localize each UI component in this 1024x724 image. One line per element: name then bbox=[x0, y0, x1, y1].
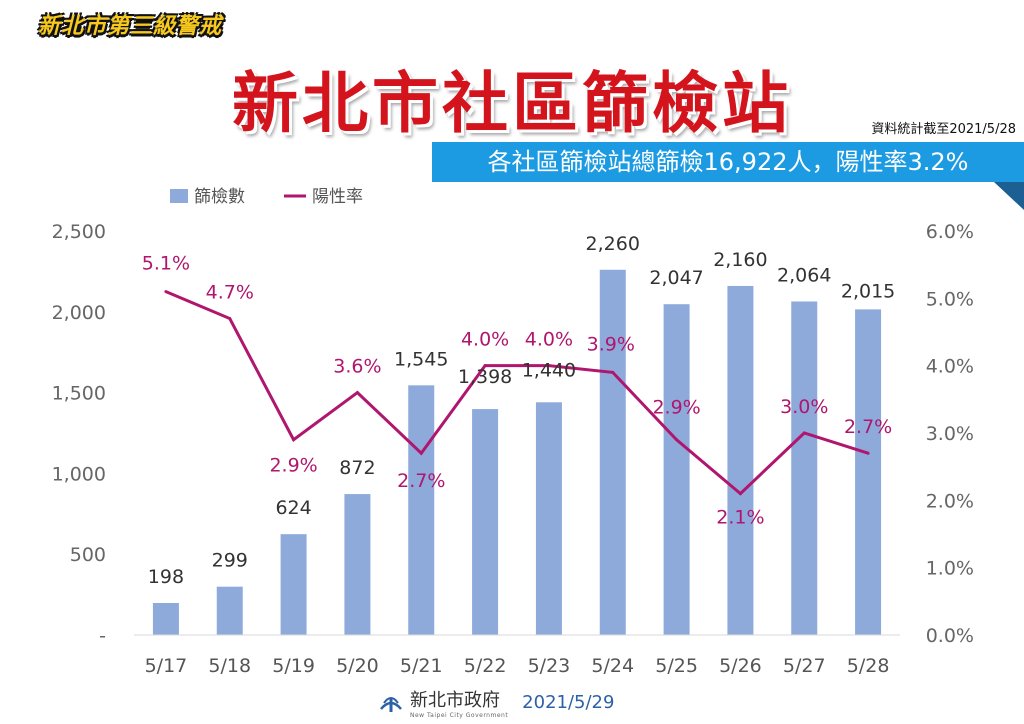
line-point bbox=[419, 451, 423, 455]
footer-org: 新北市政府 bbox=[410, 689, 500, 711]
alert-level-banner: 新北市第三級警戒 bbox=[38, 14, 223, 39]
line-point bbox=[164, 290, 168, 294]
line-value-label: 2.7% bbox=[397, 470, 445, 492]
bar bbox=[344, 494, 371, 635]
chart-legend: 篩檢數 陽性率 bbox=[170, 187, 363, 207]
x-axis-tick-label: 5/24 bbox=[591, 655, 634, 677]
right-axis-tick-label: 6.0% bbox=[926, 221, 974, 243]
bar bbox=[280, 534, 307, 635]
bar bbox=[472, 409, 499, 635]
bar bbox=[791, 301, 818, 635]
footer: 新北市政府 New Taipei City Government 2021/5/… bbox=[378, 686, 615, 719]
right-axis-tick-label: 0.0% bbox=[926, 625, 974, 647]
data-date-note: 資料統計截至2021/5/28 bbox=[871, 122, 1016, 137]
left-axis-tick-label: 2,500 bbox=[52, 221, 106, 243]
line-value-label: 4.0% bbox=[461, 329, 509, 351]
legend-line-label: 陽性率 bbox=[312, 187, 363, 207]
bar bbox=[535, 402, 562, 635]
line-point bbox=[802, 431, 806, 435]
x-axis-tick-label: 5/20 bbox=[336, 655, 379, 677]
x-axis: 5/17 5/18 5/19 5/20 5/21 5/22 5/23 5/24 5/25 5/26… bbox=[134, 634, 900, 677]
line-value-label: 3.0% bbox=[780, 396, 828, 418]
x-axis-tick-label: 5/18 bbox=[208, 655, 251, 677]
line-point bbox=[228, 317, 232, 321]
x-axis-tick-label: 5/27 bbox=[783, 655, 826, 677]
right-axis: 0.0% 1.0% 2.0% 3.0% 4.0% 5.0% 6.0% bbox=[926, 221, 974, 647]
line-point bbox=[675, 438, 679, 442]
bar-value-label: 2,260 bbox=[586, 233, 640, 255]
right-axis-tick-label: 5.0% bbox=[926, 288, 974, 310]
x-axis-tick-label: 5/17 bbox=[145, 655, 188, 677]
line-point bbox=[866, 451, 870, 455]
bar-value-label: 872 bbox=[339, 457, 375, 479]
line-point bbox=[611, 370, 615, 374]
line-value-label: 4.7% bbox=[206, 282, 254, 304]
x-axis-tick-label: 5/28 bbox=[847, 655, 890, 677]
bar bbox=[855, 309, 882, 635]
bar-value-label: 198 bbox=[148, 566, 184, 588]
line-point bbox=[483, 364, 487, 368]
line-point bbox=[355, 391, 359, 395]
left-axis-tick-label: 1,000 bbox=[52, 463, 106, 485]
legend-bar-swatch bbox=[170, 189, 188, 203]
bar bbox=[152, 603, 179, 635]
corner-decoration bbox=[994, 182, 1024, 210]
bar-value-label: 2,064 bbox=[777, 264, 831, 286]
x-axis-tick-label: 5/21 bbox=[400, 655, 443, 677]
bar-value-label: 2,015 bbox=[841, 280, 895, 302]
summary-bar: 各社區篩檢站總篩檢16,922人，陽性率3.2% bbox=[432, 142, 1024, 182]
bar bbox=[663, 304, 690, 635]
legend-bar-label: 篩檢數 bbox=[194, 187, 245, 207]
right-axis-tick-label: 1.0% bbox=[926, 558, 974, 580]
bar-series bbox=[152, 269, 882, 635]
screening-chart: - 500 1,000 1,500 2,000 2,500 0.0% 1.0% 2.0% 3.0… bbox=[52, 187, 974, 677]
left-axis-tick-label: 1,500 bbox=[52, 383, 106, 405]
line-value-label: 4.0% bbox=[525, 329, 573, 351]
bar bbox=[599, 269, 626, 635]
bar-value-label: 2,047 bbox=[649, 267, 703, 289]
line-value-label: 2.9% bbox=[269, 455, 317, 477]
right-axis-tick-label: 3.0% bbox=[926, 423, 974, 445]
left-axis-tick-label: - bbox=[99, 625, 106, 647]
x-axis-tick-label: 5/25 bbox=[655, 655, 698, 677]
bar-value-label: 2,160 bbox=[713, 249, 767, 271]
bar-value-label: 299 bbox=[212, 550, 248, 572]
bar-value-label: 1,398 bbox=[458, 366, 512, 388]
bar-value-label: 1,440 bbox=[522, 359, 576, 381]
x-axis-tick-label: 5/22 bbox=[464, 655, 507, 677]
x-axis-tick-label: 5/26 bbox=[719, 655, 762, 677]
x-axis-tick-label: 5/23 bbox=[528, 655, 571, 677]
bar-value-label: 1,545 bbox=[394, 348, 448, 370]
line-value-label: 2.1% bbox=[716, 507, 764, 529]
positivity-rate-line bbox=[165, 290, 869, 496]
line-point bbox=[292, 438, 296, 442]
bar bbox=[408, 385, 435, 635]
line-value-label: 2.9% bbox=[652, 397, 700, 419]
government-logo-icon bbox=[380, 697, 402, 712]
footer-date: 2021/5/29 bbox=[522, 691, 615, 713]
left-axis-tick-label: 500 bbox=[70, 544, 106, 566]
footer-org-en: New Taipei City Government bbox=[410, 711, 509, 719]
x-axis-tick-label: 5/19 bbox=[272, 655, 315, 677]
line-value-label: 3.6% bbox=[333, 356, 381, 378]
bar bbox=[727, 285, 754, 635]
bar bbox=[216, 586, 243, 635]
right-axis-tick-label: 4.0% bbox=[926, 356, 974, 378]
line-series bbox=[164, 290, 870, 496]
right-axis-tick-label: 2.0% bbox=[926, 490, 974, 512]
line-value-label: 3.9% bbox=[587, 333, 635, 355]
left-axis-tick-label: 2,000 bbox=[52, 302, 106, 324]
left-axis: - 500 1,000 1,500 2,000 2,500 bbox=[52, 221, 106, 647]
line-value-label: 5.1% bbox=[142, 253, 190, 275]
line-point bbox=[738, 492, 742, 496]
line-point bbox=[547, 364, 551, 368]
bar-value-label: 624 bbox=[275, 497, 311, 519]
line-value-label: 2.7% bbox=[844, 416, 892, 438]
page-title: 新北市社區篩檢站 bbox=[232, 65, 792, 142]
